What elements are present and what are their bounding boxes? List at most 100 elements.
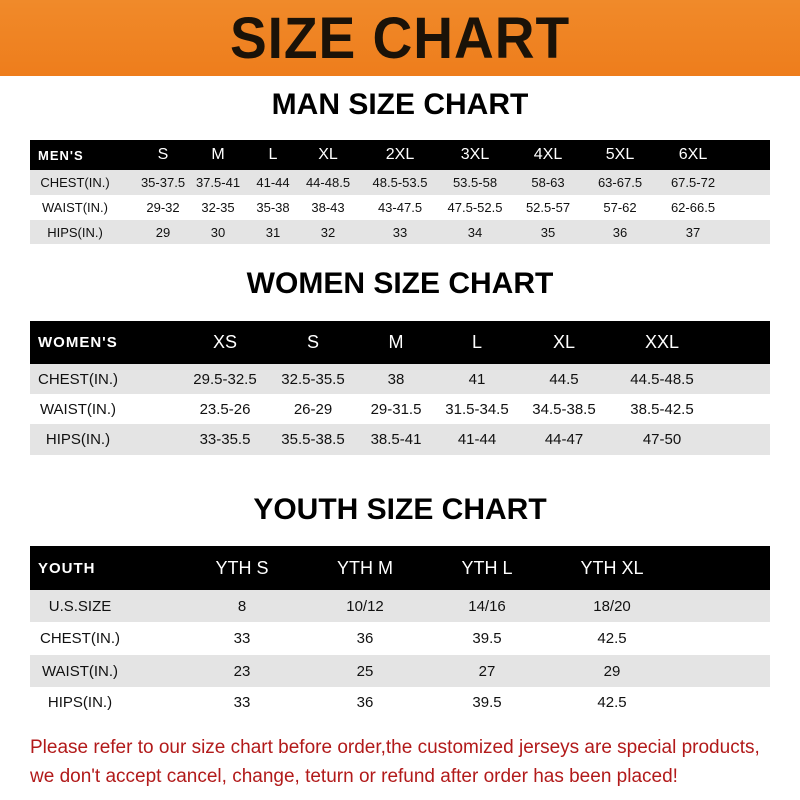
- table-row: WAIST(IN.) 23.5-26 26-29 29-31.5 31.5-34.5 34…: [30, 394, 770, 424]
- header-banner: SIZE CHART: [0, 0, 800, 76]
- measurement-cell: 10/12: [346, 597, 384, 615]
- measurement-cell: 27: [478, 662, 496, 680]
- measurement-cell: 23.5-26: [199, 400, 251, 418]
- size-header: S: [157, 146, 169, 163]
- women-size-table: WOMEN'S XS S M L XL XXL CHEST(IN.) 29.5-32.5 32.5…: [30, 321, 770, 455]
- table-title-cell: YOUTH: [38, 559, 96, 577]
- measurement-cell: 31.5-34.5: [445, 400, 509, 418]
- size-header: M: [211, 146, 225, 163]
- measurement-cell: 67.5-72: [670, 175, 716, 190]
- table-row: CHEST(IN.) 33 36 39.5 42.5: [30, 622, 770, 655]
- measurement-cell: 33-35.5: [199, 431, 251, 448]
- measurement-cell: 38-43: [311, 200, 345, 215]
- size-header: YTH M: [337, 557, 393, 578]
- size-header: XL: [552, 332, 576, 352]
- measurement-cell: 32: [320, 224, 336, 240]
- row-label: WAIST(IN.): [41, 662, 119, 680]
- row-label: HIPS(IN.): [45, 431, 111, 448]
- row-label: CHEST(IN.): [40, 175, 110, 190]
- measurement-cell: 41: [468, 370, 486, 388]
- measurement-cell: 38: [387, 370, 405, 388]
- table-row: U.S.SIZE 8 10/12 14/16 18/20: [30, 590, 770, 622]
- measurement-cell: 47-50: [642, 431, 682, 448]
- men-size-table: MEN'S S M L XL 2XL 3XL 4XL 5XL 6XL CHEST(IN.) 35-37…: [30, 140, 770, 244]
- measurement-cell: 29: [603, 662, 621, 680]
- measurement-cell: 32-35: [201, 200, 235, 215]
- measurement-cell: 31: [265, 224, 281, 240]
- table-row: CHEST(IN.) 29.5-32.5 32.5-35.5 38 41 44.5 44.5…: [30, 364, 770, 394]
- note-line-2: we don't accept cancel, change, teturn o…: [30, 766, 678, 787]
- disclaimer-note: Please refer to our size chart before or…: [30, 733, 780, 791]
- size-header: 3XL: [460, 146, 490, 163]
- measurement-cell: 18/20: [593, 597, 631, 615]
- size-header: L: [268, 146, 278, 163]
- measurement-cell: 36: [612, 224, 628, 240]
- measurement-cell: 44-47: [544, 431, 584, 448]
- row-label: U.S.SIZE: [48, 597, 112, 615]
- row-label: CHEST(IN.): [40, 630, 120, 647]
- women-title: WOMEN SIZE CHART: [246, 267, 554, 300]
- size-header: XS: [212, 332, 238, 352]
- measurement-cell: 57-62: [603, 200, 637, 215]
- measurement-cell: 39.5: [472, 694, 502, 711]
- table-title-cell: MEN'S: [38, 147, 84, 163]
- measurement-cell: 29: [155, 224, 171, 240]
- size-header: YTH L: [461, 557, 513, 578]
- measurement-cell: 37: [685, 224, 701, 240]
- measurement-cell: 38.5-42.5: [630, 400, 694, 418]
- measurement-cell: 42.5: [597, 630, 627, 647]
- size-header: YTH S: [215, 557, 269, 578]
- table-header-row: WOMEN'S XS S M L XL XXL: [30, 321, 770, 364]
- measurement-cell: 35: [540, 224, 556, 240]
- measurement-cell: 26-29: [293, 400, 333, 418]
- measurement-cell: 44-48.5: [305, 175, 351, 190]
- row-label: HIPS(IN.): [47, 694, 113, 711]
- measurement-cell: 44.5: [549, 370, 579, 388]
- measurement-cell: 37.5-41: [195, 175, 241, 190]
- measurement-cell: 33: [233, 630, 251, 647]
- note-line-1: Please refer to our size chart before or…: [30, 737, 760, 758]
- page-title: SIZE CHART: [229, 5, 571, 71]
- men-title: MAN SIZE CHART: [271, 88, 529, 121]
- measurement-cell: 42.5: [597, 694, 627, 711]
- table-row: HIPS(IN.) 33 36 39.5 42.5: [30, 687, 770, 718]
- row-label: WAIST(IN.): [42, 200, 108, 215]
- measurement-cell: 25: [356, 662, 374, 680]
- measurement-cell: 58-63: [531, 175, 565, 190]
- measurement-cell: 48.5-53.5: [372, 175, 428, 190]
- size-header: 4XL: [533, 146, 563, 163]
- measurement-cell: 62-66.5: [670, 200, 716, 215]
- row-label: WAIST(IN.): [39, 400, 117, 418]
- measurement-cell: 35-37.5: [140, 175, 186, 190]
- measurement-cell: 43-47.5: [377, 200, 423, 215]
- size-header: XXL: [644, 332, 680, 352]
- size-header: YTH XL: [580, 557, 644, 578]
- size-header: M: [388, 332, 404, 352]
- measurement-cell: 63-67.5: [597, 175, 643, 190]
- size-header: 2XL: [385, 146, 415, 163]
- size-header: S: [306, 332, 320, 352]
- youth-size-table: YOUTH YTH S YTH M YTH L YTH XL U.S.SIZE 8 10/12…: [30, 546, 770, 718]
- table-row: WAIST(IN.) 23 25 27 29: [30, 655, 770, 687]
- table-row: HIPS(IN.) 29 30 31 32 33 34 35 36 37: [30, 220, 770, 244]
- measurement-cell: 32.5-35.5: [281, 370, 345, 388]
- measurement-cell: 34: [467, 224, 483, 240]
- table-header-row: YOUTH YTH S YTH M YTH L YTH XL: [30, 546, 770, 590]
- measurement-cell: 53.5-58: [452, 175, 498, 190]
- measurement-cell: 30: [210, 224, 226, 240]
- table-title-cell: WOMEN'S: [38, 334, 118, 351]
- measurement-cell: 47.5-52.5: [447, 200, 503, 215]
- measurement-cell: 39.5: [472, 630, 502, 647]
- measurement-cell: 33: [233, 694, 251, 711]
- measurement-cell: 41-44: [256, 175, 290, 190]
- row-label: CHEST(IN.): [38, 370, 118, 388]
- measurement-cell: 36: [356, 630, 374, 647]
- row-label: HIPS(IN.): [47, 224, 103, 240]
- size-header: L: [471, 332, 483, 352]
- table-row: WAIST(IN.) 29-32 32-35 35-38 38-43 43-47.5 47.…: [30, 195, 770, 220]
- measurement-cell: 14/16: [468, 597, 506, 615]
- measurement-cell: 29-32: [146, 200, 180, 215]
- size-header: 6XL: [678, 146, 708, 163]
- measurement-cell: 41-44: [457, 431, 497, 448]
- measurement-cell: 29.5-32.5: [193, 370, 257, 388]
